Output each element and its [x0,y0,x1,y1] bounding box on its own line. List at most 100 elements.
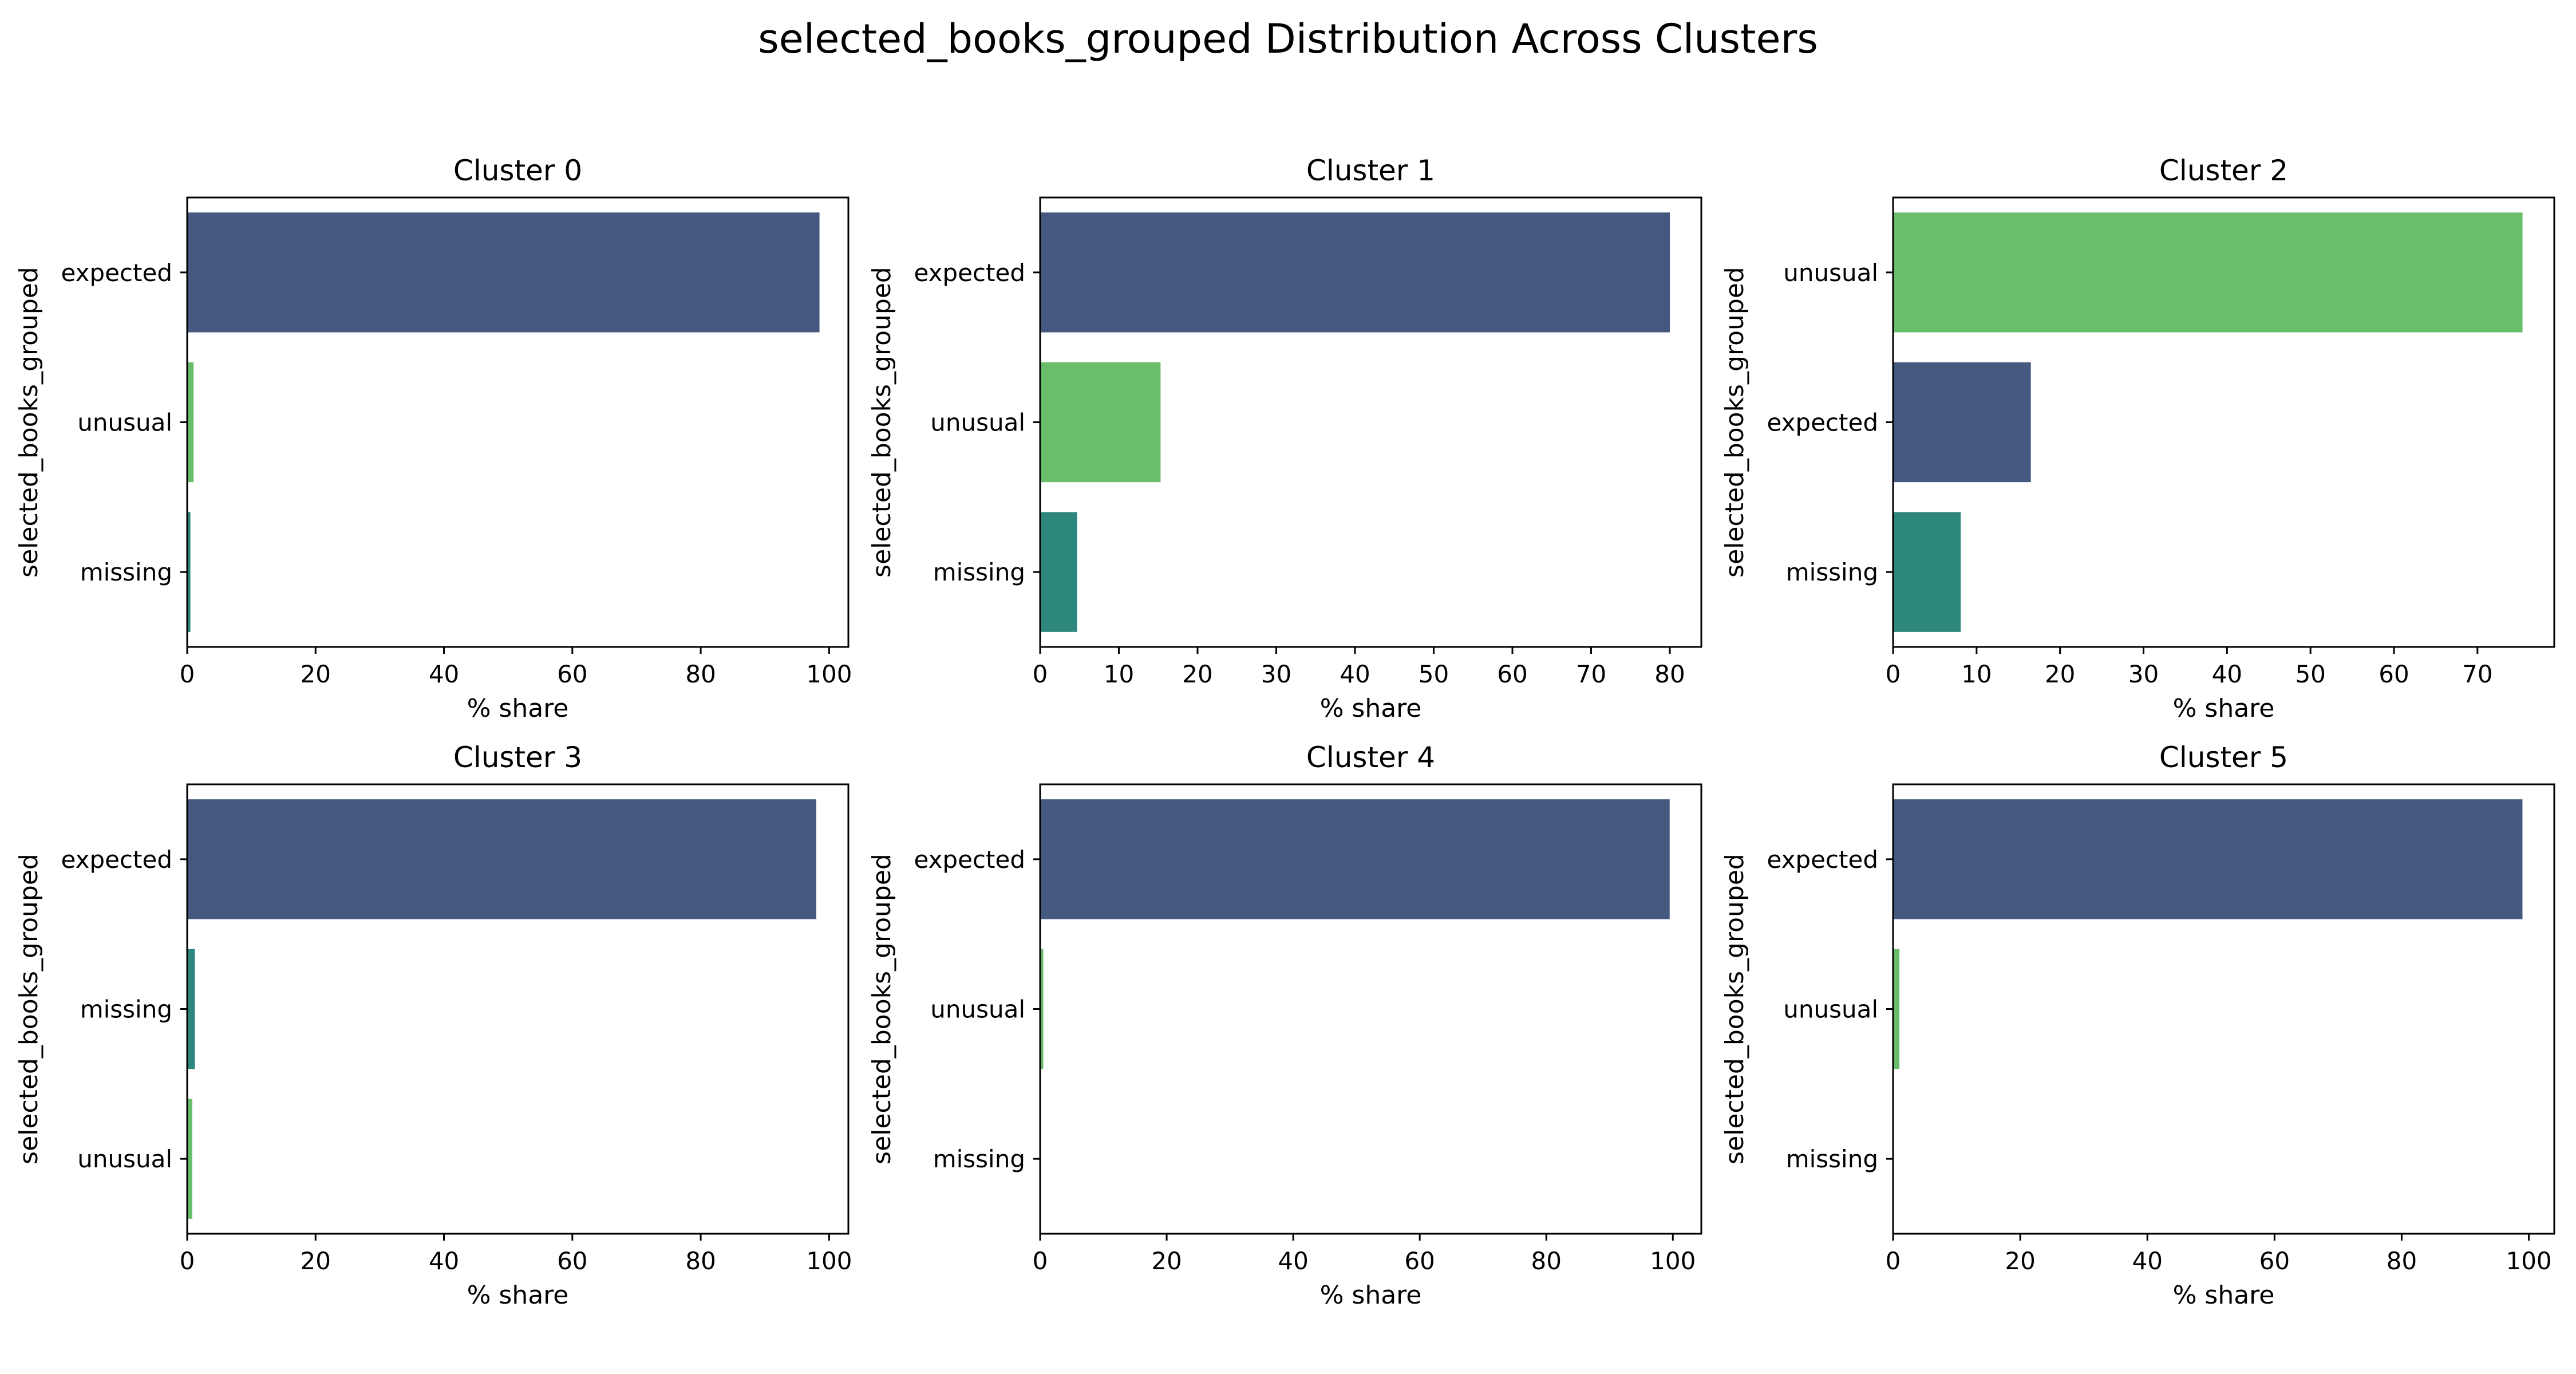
x-tick-label: 80 [685,1247,716,1275]
axes-frame [1039,783,1702,1235]
bar-unusual [1893,212,2523,333]
bar-expected [1040,799,1670,919]
x-axis-label: % share [1320,1281,1422,1310]
x-axis-label: % share [467,694,569,723]
x-tick-label: 20 [2045,660,2075,688]
x-tick-label: 20 [2005,1247,2035,1275]
x-tick-label: 70 [1576,660,1606,688]
x-tick-label: 50 [2295,660,2325,688]
x-tick-label: 20 [301,660,331,688]
bar-unusual [1893,949,1900,1069]
y-axis-label: selected_books_grouped [867,854,896,1164]
y-tick-label: unusual [77,409,172,437]
x-tick-label: 60 [2259,1247,2290,1275]
y-tick-label: expected [61,846,172,874]
x-tick-label: 0 [180,660,195,688]
x-tick-label: 80 [1531,1247,1561,1275]
axes-frame [186,196,850,648]
panel-title: Cluster 5 [2159,741,2288,774]
y-tick-label: expected [1767,846,1878,874]
panel-title: Cluster 0 [453,154,582,187]
y-tick-label: unusual [930,409,1025,437]
y-axis-label: selected_books_grouped [14,267,44,578]
bar-unusual [187,362,194,483]
panel-title: Cluster 3 [453,741,582,774]
x-tick-label: 20 [1182,660,1212,688]
x-tick-label: 40 [1278,1247,1308,1275]
x-tick-label: 80 [1654,660,1685,688]
x-tick-label: 20 [1151,1247,1182,1275]
x-tick-label: 30 [2128,660,2159,688]
axes-frame [186,783,850,1235]
x-tick-label: 100 [806,1247,852,1275]
x-tick-label: 40 [2212,660,2242,688]
x-tick-label: 40 [429,1247,459,1275]
x-tick-label: 40 [429,660,459,688]
x-tick-label: 0 [1033,1247,1048,1275]
x-tick-label: 10 [1961,660,1992,688]
y-tick-label: missing [80,996,172,1024]
x-tick-label: 0 [1886,1247,1901,1275]
bar-expected [187,212,820,333]
y-tick-label: missing [933,1145,1025,1173]
x-tick-label: 100 [806,660,852,688]
bar-missing [1040,512,1077,632]
y-axis-label: selected_books_grouped [867,267,896,578]
bar-missing [187,512,191,632]
y-axis-label: selected_books_grouped [14,854,44,1164]
x-tick-label: 100 [1650,1247,1696,1275]
x-axis-label: % share [467,1281,569,1310]
axes-frame [1892,196,2555,648]
x-tick-label: 70 [2462,660,2492,688]
cluster-panel-2: Cluster 2 unusual expected missing 0 10 20 30 40… [1720,154,2555,723]
x-tick-label: 60 [1497,660,1527,688]
bar-missing [1893,512,1961,632]
y-tick-label: expected [61,259,172,287]
x-tick-label: 30 [1261,660,1291,688]
bar-unusual [187,1099,192,1219]
y-tick-label: unusual [930,996,1025,1024]
y-tick-label: unusual [77,1145,172,1173]
y-tick-label: expected [1767,409,1878,437]
x-tick-label: 40 [1340,660,1370,688]
x-tick-label: 10 [1104,660,1134,688]
x-axis-label: % share [2173,1281,2275,1310]
cluster-panel-5: Cluster 5 expected unusual missing 0 20 40 60 80… [1720,741,2555,1310]
cluster-panel-1: Cluster 1 expected unusual missing 0 10 20 30 40… [867,154,1702,723]
x-tick-label: 80 [685,660,716,688]
cluster-panel-0: Cluster 0 expected unusual missing 0 20 40 60 80… [14,154,852,723]
x-tick-label: 0 [1886,660,1901,688]
x-tick-label: 60 [557,1247,587,1275]
bar-expected [187,799,816,919]
x-tick-label: 60 [2379,660,2409,688]
y-tick-label: expected [914,846,1025,874]
y-axis-label: selected_books_grouped [1720,854,1749,1164]
bar-expected [1893,362,2031,483]
x-tick-label: 60 [557,660,587,688]
panel-title: Cluster 2 [2159,154,2288,187]
x-tick-label: 0 [1033,660,1048,688]
x-tick-label: 40 [2132,1247,2163,1275]
panel-title: Cluster 1 [1306,154,1435,187]
y-tick-label: expected [914,259,1025,287]
y-tick-label: missing [933,558,1025,586]
bar-expected [1893,799,2523,919]
figure-title: selected_books_grouped Distribution Acro… [758,15,1818,62]
x-tick-label: 60 [1404,1247,1435,1275]
panel-title: Cluster 4 [1306,741,1435,774]
y-tick-label: missing [1786,1145,1878,1173]
bar-unusual [1040,362,1161,483]
bar-expected [1040,212,1670,333]
x-tick-label: 0 [180,1247,195,1275]
axes-frame [1892,783,2555,1235]
y-tick-label: missing [1786,558,1878,586]
y-tick-label: unusual [1783,996,1878,1024]
x-tick-label: 80 [2387,1247,2417,1275]
cluster-panels: Cluster 0 expected unusual missing 0 20 40 60 80… [14,154,2555,1310]
bar-unusual [1040,949,1044,1069]
y-tick-label: unusual [1783,259,1878,287]
cluster-panel-3: Cluster 3 expected missing unusual 0 20 40 60 80… [14,741,852,1310]
bar-missing [187,949,195,1069]
